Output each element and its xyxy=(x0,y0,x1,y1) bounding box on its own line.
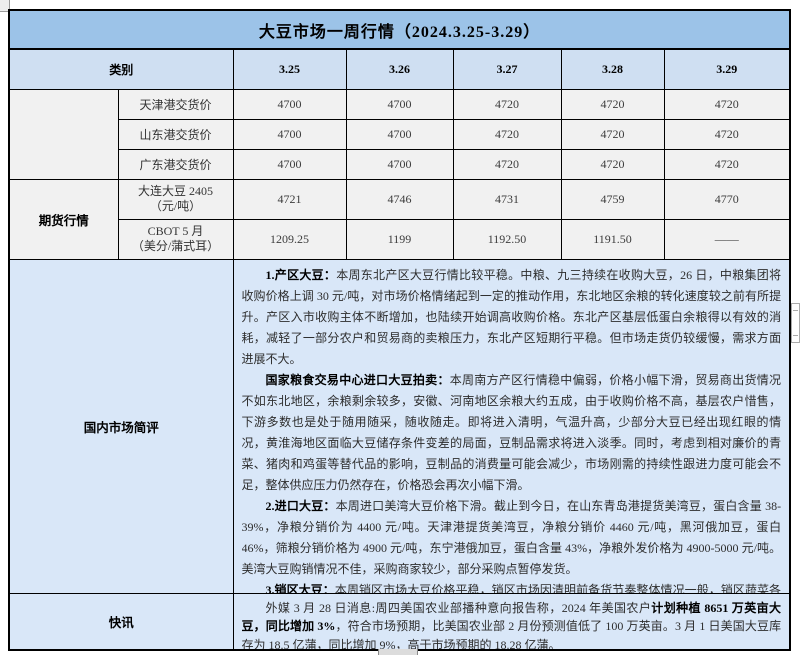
news-row: 快讯 外媒 3 月 28 日消息:周四美国农业部播种意向报告称，2024 年美国… xyxy=(8,592,791,650)
row-label-shandong-port: 山东港交货价 xyxy=(117,118,234,150)
col-header-date-2: 3.26 xyxy=(345,48,454,90)
price-cell: 1209.25 xyxy=(232,218,347,260)
table-row: 山东港交货价 4700 4700 4720 4720 4720 xyxy=(9,118,791,150)
group-label-news: 快讯 xyxy=(8,592,234,650)
price-cell: 1192.50 xyxy=(452,218,562,260)
col-header-date-3: 3.27 xyxy=(452,48,562,90)
paragraph-imported-soybean: 2.进口大豆：本周进口美湾大豆价格下滑。截止到今日，在山东青岛港提货美湾豆，蛋白… xyxy=(241,498,782,576)
table-select-handle[interactable] xyxy=(0,0,10,12)
col-header-category: 类别 xyxy=(8,48,234,90)
paragraph-news: 外媒 3 月 28 日消息:周四美国农业部播种意向报告称，2024 年美国农户计… xyxy=(241,600,782,649)
row-label-cbot-may: CBOT 5 月 （美分/蒲式耳） xyxy=(117,218,234,260)
commentary-text-cell: 1.产区大豆：本周东北产区大豆行情比较平稳。中粮、九三持续在收购大豆，26 日，… xyxy=(232,258,791,594)
group-label-futures: 期货行情 xyxy=(8,178,119,260)
futures-contract-name: 大连大豆 2405 xyxy=(137,184,213,198)
table-row: 期货行情 大连大豆 2405 （元/吨） 4721 4746 4731 4759… xyxy=(8,178,791,260)
price-cell: 4720 xyxy=(560,118,665,150)
price-cell: 4759 xyxy=(560,178,665,220)
price-cell: 4700 xyxy=(345,88,454,120)
table-row: 广东港交货价 4700 4700 4720 4720 4720 xyxy=(9,148,791,180)
table-row: 天津港交货价 4700 4700 4720 4720 4720 xyxy=(8,88,791,180)
soybean-weekly-table: 大豆市场一周行情（2024.3.25-3.29） 类别 3.25 3.26 3.… xyxy=(8,9,792,651)
horizontal-scrollbar-thumb[interactable] xyxy=(378,649,418,655)
col-header-date-1: 3.25 xyxy=(232,48,347,90)
price-cell: 4720 xyxy=(452,118,562,150)
price-cell: 4721 xyxy=(232,178,347,220)
dash-cell: —— xyxy=(663,218,791,260)
price-cell: 4720 xyxy=(452,148,562,180)
vertical-scrollbar-thumb[interactable] xyxy=(791,303,800,343)
paragraph-auction: 国家粮食交易中心进口大豆拍卖：本周南方产区行情稳中偏弱，价格小幅下滑，贸易商出货… xyxy=(241,372,782,492)
row-label-tianjin-port: 天津港交货价 xyxy=(117,88,234,120)
price-cell: 4720 xyxy=(663,88,791,120)
spot-group-empty-cell xyxy=(8,88,119,180)
group-label-domestic-commentary: 国内市场简评 xyxy=(8,258,234,594)
scrollbar-grip-line xyxy=(793,335,798,336)
title-row: 大豆市场一周行情（2024.3.25-3.29） xyxy=(8,9,791,50)
price-cell: 1191.50 xyxy=(560,218,665,260)
paragraph-sales-area: 3.销区大豆：本周销区市场大豆价格平稳，销区市场因清明前备货节奏整体情况一般，销… xyxy=(265,582,782,593)
price-cell: 4700 xyxy=(345,148,454,180)
col-header-date-5: 3.29 xyxy=(663,48,791,90)
column-header-row: 类别 3.25 3.26 3.27 3.28 3.29 xyxy=(8,48,791,90)
futures-contract-name: CBOT 5 月 xyxy=(147,224,204,238)
col-header-date-4: 3.28 xyxy=(560,48,665,90)
paragraph-producing-area: 1.产区大豆：本周东北产区大豆行情比较平稳。中粮、九三持续在收购大豆，26 日，… xyxy=(241,267,782,366)
scrollbar-grip-line xyxy=(793,310,798,311)
price-cell: 4700 xyxy=(232,118,347,150)
price-cell: 4700 xyxy=(232,88,347,120)
commentary-row: 国内市场简评 1.产区大豆：本周东北产区大豆行情比较平稳。中粮、九三持续在收购大… xyxy=(8,258,791,594)
price-cell: 4720 xyxy=(452,88,562,120)
row-label-guangdong-port: 广东港交货价 xyxy=(117,148,234,180)
price-cell: 4731 xyxy=(452,178,562,220)
futures-contract-unit: （元/吨） xyxy=(149,199,202,213)
price-cell: 4700 xyxy=(345,118,454,150)
page-title: 大豆市场一周行情（2024.3.25-3.29） xyxy=(8,9,791,50)
price-cell: 4720 xyxy=(663,148,791,180)
price-cell: 4770 xyxy=(663,178,791,220)
price-cell: 4746 xyxy=(345,178,454,220)
row-label-dalian-soybean: 大连大豆 2405 （元/吨） xyxy=(117,178,234,220)
price-cell: 4720 xyxy=(560,148,665,180)
futures-contract-unit: （美分/蒲式耳） xyxy=(131,239,220,253)
price-cell: 4720 xyxy=(663,118,791,150)
news-text-cell: 外媒 3 月 28 日消息:周四美国农业部播种意向报告称，2024 年美国农户计… xyxy=(232,592,791,650)
price-cell: 4700 xyxy=(232,148,347,180)
price-cell: 1199 xyxy=(345,218,454,260)
price-cell: 4720 xyxy=(560,88,665,120)
table-row: CBOT 5 月 （美分/蒲式耳） 1209.25 1199 1192.50 1… xyxy=(9,218,791,260)
